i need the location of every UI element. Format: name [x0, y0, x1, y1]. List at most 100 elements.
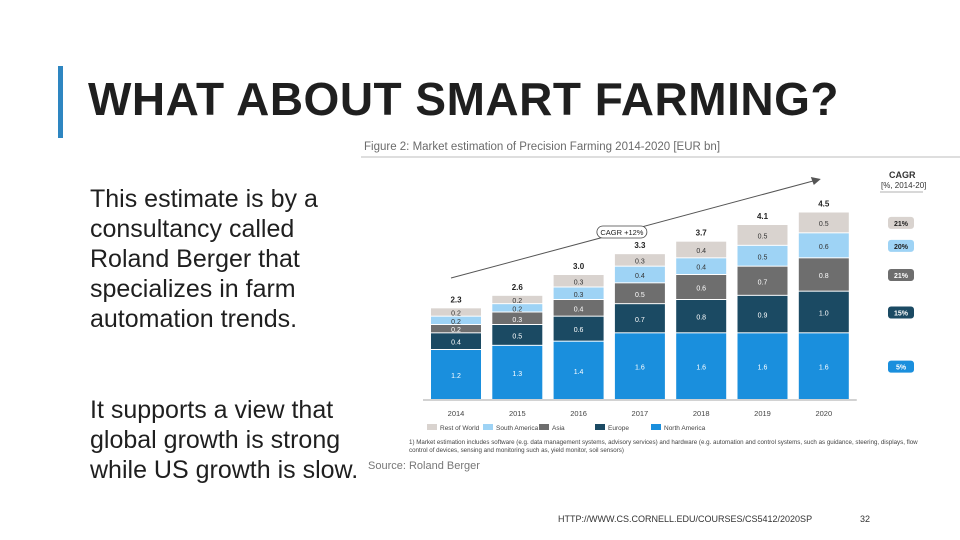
legend-label-south-america: South America [496, 425, 539, 432]
value-label-south-america-2016: 0.3 [574, 292, 584, 299]
bar-europe-2016 [553, 316, 604, 341]
bar-south-america-2016 [553, 287, 604, 299]
value-label-rest-of-world-2017: 0.3 [635, 258, 645, 265]
bar-rest-of-world-2016 [553, 275, 604, 287]
legend-label-north-america: North America [664, 425, 706, 432]
cagr-badge-text-rest-of-world: 21% [894, 221, 909, 228]
legend-swatch-south-america [483, 424, 493, 430]
total-label-2018: 3.7 [696, 229, 708, 238]
paragraph-growth-view: It supports a view that global growth is… [90, 396, 359, 484]
x-tick-2020: 2020 [815, 409, 832, 418]
figure-source: Source: Roland Berger [368, 460, 480, 472]
value-label-north-america-2015: 1.3 [512, 371, 522, 378]
value-label-asia-2017: 0.5 [635, 292, 645, 299]
bar-rest-of-world-2018 [676, 241, 727, 258]
bar-north-america-2020 [798, 333, 849, 399]
bar-rest-of-world-2014 [431, 308, 481, 316]
x-tick-2017: 2017 [632, 409, 649, 418]
value-label-asia-2020: 0.8 [819, 273, 829, 280]
bar-north-america-2017 [614, 333, 665, 399]
bar-north-america-2014 [431, 350, 481, 399]
legend-swatch-asia [539, 424, 549, 430]
value-label-south-america-2014: 0.2 [451, 319, 461, 326]
bar-south-america-2018 [676, 258, 727, 274]
paragraph-estimate-source: This estimate is by a consultancy called… [90, 185, 318, 333]
value-label-rest-of-world-2016: 0.3 [574, 279, 584, 286]
bar-south-america-2015 [492, 304, 543, 312]
bar-rest-of-world-2020 [798, 212, 849, 233]
value-label-asia-2015: 0.3 [512, 317, 522, 324]
page-number: 32 [860, 514, 871, 524]
value-label-north-america-2017: 1.6 [635, 365, 645, 372]
bar-rest-of-world-2015 [492, 295, 543, 304]
value-label-asia-2016: 0.4 [574, 306, 584, 313]
bar-south-america-2020 [798, 233, 849, 258]
cagr-callout-text: CAGR +12% [600, 228, 643, 237]
total-label-2019: 4.1 [757, 212, 769, 221]
legend-swatch-rest-of-world [427, 424, 437, 430]
x-tick-2015: 2015 [509, 409, 526, 418]
figure-caption: Figure 2: Market estimation of Precision… [364, 141, 720, 153]
cagr-badge-europe [888, 306, 914, 319]
value-label-rest-of-world-2019: 0.5 [758, 233, 768, 240]
legend-label-asia: Asia [552, 425, 565, 432]
value-label-south-america-2017: 0.4 [635, 273, 645, 280]
value-label-rest-of-world-2015: 0.2 [512, 298, 522, 305]
x-tick-2016: 2016 [570, 409, 587, 418]
market-estimation-chart: Figure 2: Market estimation of Precision… [361, 141, 960, 454]
bar-asia-2015 [492, 312, 543, 324]
value-label-asia-2019: 0.7 [758, 279, 768, 286]
bar-north-america-2018 [676, 333, 727, 399]
total-label-2015: 2.6 [512, 283, 524, 292]
value-label-europe-2020: 1.0 [819, 311, 829, 318]
value-label-rest-of-world-2020: 0.5 [819, 221, 829, 228]
bar-south-america-2019 [737, 245, 788, 266]
cagr-badge-rest-of-world [888, 216, 914, 229]
x-tick-2019: 2019 [754, 409, 771, 418]
value-label-north-america-2020: 1.6 [819, 365, 829, 372]
bar-asia-2016 [553, 300, 604, 316]
legend-swatch-europe [595, 424, 605, 430]
bar-rest-of-world-2019 [737, 225, 788, 245]
bar-asia-2020 [798, 258, 849, 291]
bar-asia-2017 [614, 283, 665, 304]
bar-europe-2017 [614, 304, 665, 333]
cagr-header-line2: [%, 2014-20] [881, 181, 926, 190]
cagr-badge-text-europe: 15% [894, 311, 909, 318]
value-label-south-america-2015: 0.2 [512, 306, 522, 313]
x-tick-2018: 2018 [693, 409, 710, 418]
cagr-header-line1: CAGR [889, 170, 916, 180]
value-label-europe-2016: 0.6 [574, 327, 584, 334]
value-label-rest-of-world-2018: 0.4 [696, 248, 706, 255]
value-label-north-america-2019: 1.6 [758, 365, 768, 372]
footer-course-url: HTTP://WWW.CS.CORNELL.EDU/COURSES/CS5412… [558, 514, 813, 524]
cagr-badge-text-asia: 21% [894, 273, 909, 280]
value-label-europe-2019: 0.9 [758, 313, 768, 320]
value-label-asia-2018: 0.6 [696, 286, 706, 293]
value-label-south-america-2019: 0.5 [758, 254, 768, 261]
chart-layer: 1.20.40.20.20.22.320141.30.50.30.20.22.6… [423, 177, 914, 432]
cagr-badge-text-north-america: 5% [896, 365, 907, 372]
bar-north-america-2015 [492, 345, 543, 399]
title-accent-bar [58, 66, 63, 138]
figure-footnote-line2: control of devices, sensing and monitori… [409, 447, 624, 454]
total-label-2014: 2.3 [450, 295, 462, 304]
bar-europe-2020 [798, 291, 849, 333]
value-label-south-america-2020: 0.6 [819, 244, 829, 251]
cagr-badge-south-america [888, 239, 914, 252]
total-label-2016: 3.0 [573, 262, 585, 271]
cagr-trend-arrowhead [810, 177, 821, 185]
bar-europe-2019 [737, 295, 788, 333]
value-label-south-america-2018: 0.4 [696, 265, 706, 272]
cagr-badge-north-america [888, 360, 914, 373]
value-label-north-america-2018: 1.6 [696, 365, 706, 372]
total-label-2020: 4.5 [818, 200, 830, 209]
value-label-europe-2017: 0.7 [635, 317, 645, 324]
bar-europe-2018 [676, 300, 727, 333]
value-label-rest-of-world-2014: 0.2 [451, 311, 461, 318]
legend-swatch-north-america [651, 424, 661, 430]
bar-north-america-2016 [553, 341, 604, 399]
legend-label-europe: Europe [608, 425, 629, 432]
bar-south-america-2017 [614, 266, 665, 283]
total-label-2017: 3.3 [634, 241, 646, 250]
